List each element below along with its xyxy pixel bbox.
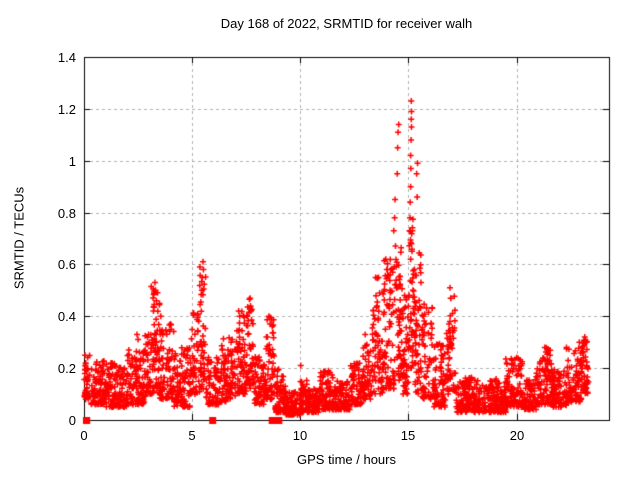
y-tick-label: 1.4 xyxy=(57,50,76,65)
y-tick-label: 0.4 xyxy=(57,309,76,324)
x-axis-label: GPS time / hours xyxy=(297,452,396,467)
x-tick-label: 10 xyxy=(292,428,308,443)
x-tick-label: 15 xyxy=(400,428,416,443)
x-tick-label: 20 xyxy=(509,428,525,443)
y-tick-label: 1.2 xyxy=(57,102,76,117)
y-tick-label: 0.6 xyxy=(57,257,76,272)
y-tick-label: 1 xyxy=(68,154,76,169)
x-tick-label: 5 xyxy=(188,428,196,443)
y-tick-label: 0.8 xyxy=(57,206,76,221)
y-tick-label: 0.2 xyxy=(57,361,76,376)
y-tick-label: 0 xyxy=(68,413,76,428)
x-tick-label: 0 xyxy=(80,428,88,443)
chart-title: Day 168 of 2022, SRMTID for receiver wal… xyxy=(220,16,473,31)
y-axis-label: SRMTID / TECUs xyxy=(11,186,27,290)
